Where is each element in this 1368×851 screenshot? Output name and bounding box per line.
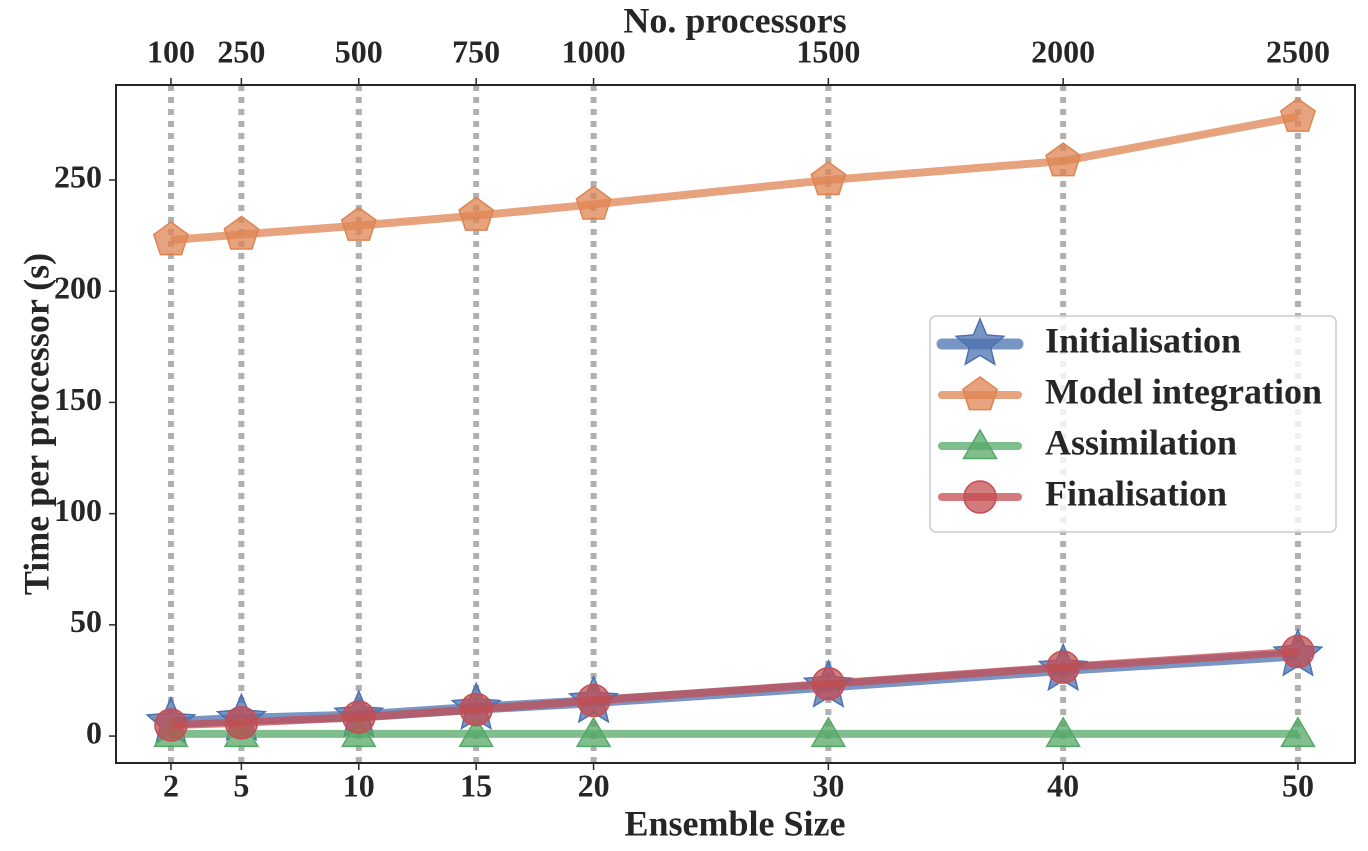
marker: [224, 705, 259, 740]
marker: [811, 667, 846, 701]
y-axis-label: Time per processor (s): [16, 253, 56, 595]
marker: [1279, 97, 1316, 132]
top-tick-label: 1000: [562, 33, 626, 69]
top-tick-label: 1500: [796, 33, 860, 69]
x-tick-label: 15: [460, 767, 492, 803]
marker: [154, 708, 188, 742]
marker: [810, 716, 847, 748]
marker: [1046, 650, 1080, 684]
marker: [458, 716, 494, 748]
plot-frame: [115, 84, 1356, 764]
marker: [575, 185, 612, 220]
y-tick-label: 50: [70, 603, 102, 639]
marker: [575, 716, 612, 748]
marker: [458, 196, 495, 231]
x-tick-label: 40: [1047, 767, 1079, 803]
x-tick-label: 5: [233, 767, 249, 803]
y-tick-label: 100: [54, 492, 102, 528]
marker: [340, 206, 377, 241]
legend-marker: [963, 480, 997, 514]
marker: [152, 221, 189, 256]
marker: [459, 692, 493, 727]
marker: [342, 700, 376, 734]
x-tick-label: 20: [578, 767, 610, 803]
top-axis-label: No. processors: [623, 0, 846, 40]
legend-label: Finalisation: [1045, 473, 1227, 513]
x-axis-label: Ensemble Size: [625, 803, 846, 843]
y-tick-label: 150: [54, 381, 102, 417]
x-tick-label: 50: [1282, 767, 1314, 803]
marker: [1281, 634, 1315, 669]
y-tick-label: 200: [54, 270, 102, 306]
top-tick-label: 2500: [1266, 33, 1330, 69]
x-tick-label: 30: [812, 767, 844, 803]
top-tick-label: 500: [335, 33, 383, 69]
series-line: [170, 647, 1299, 729]
marker: [1280, 716, 1316, 748]
series-line: [170, 112, 1299, 245]
marker: [576, 683, 611, 718]
top-tick-label: 750: [452, 33, 500, 69]
marker: [223, 215, 260, 250]
legend-label: Model integration: [1045, 371, 1322, 411]
x-tick-label: 2: [163, 767, 179, 803]
legend-marker: [962, 428, 998, 460]
top-tick-label: 250: [217, 33, 265, 69]
legend-frame: [929, 315, 1337, 533]
top-tick-label: 2000: [1031, 33, 1095, 69]
marker: [810, 161, 847, 196]
legend-label: Assimilation: [1045, 422, 1237, 462]
legend-marker: [962, 376, 998, 411]
legend-marker: [954, 317, 1006, 366]
marker: [1045, 142, 1082, 177]
y-tick-label: 250: [54, 158, 102, 194]
top-tick-label: 100: [147, 33, 195, 69]
x-tick-label: 10: [343, 767, 375, 803]
marker: [1045, 716, 1081, 748]
legend-label: Initialisation: [1045, 320, 1241, 360]
y-tick-label: 0: [86, 714, 102, 750]
